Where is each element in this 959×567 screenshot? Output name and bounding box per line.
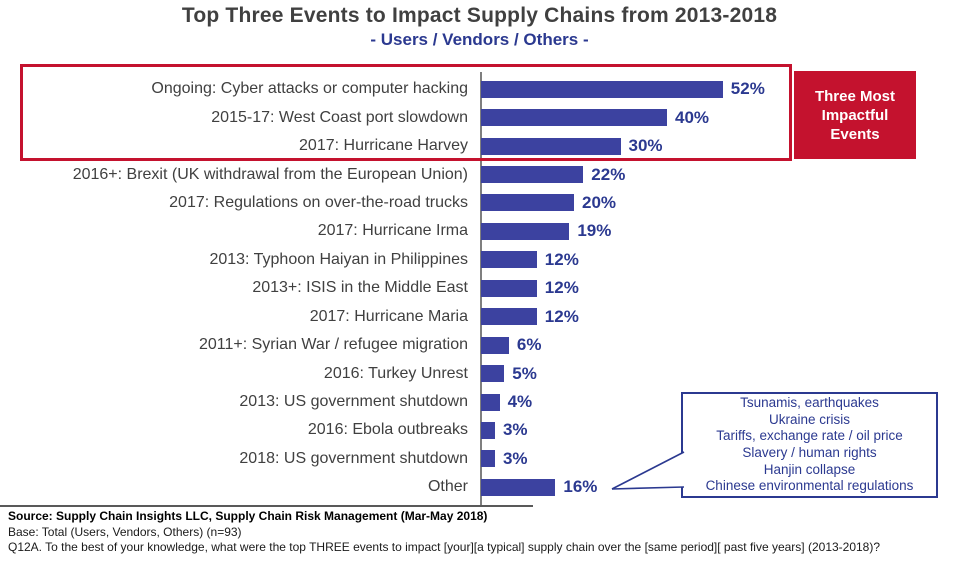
category-label: 2013: US government shutdown xyxy=(239,393,468,411)
value-label: 19% xyxy=(577,221,612,241)
callout-item: Tariffs, exchange rate / oil price xyxy=(716,428,903,444)
value-label: 52% xyxy=(730,79,765,99)
footer-base: Base: Total (Users, Vendors, Others) (n=… xyxy=(8,524,242,539)
bar-row: 2018: US government shutdown 3% xyxy=(0,445,959,473)
callout-item: Chinese environmental regulations xyxy=(705,478,914,494)
bar-zone: 12% xyxy=(481,250,579,270)
footer-source: Source: Supply Chain Insights LLC, Suppl… xyxy=(8,509,488,523)
bar xyxy=(481,251,537,269)
page-subtitle: - Users / Vendors / Others - xyxy=(370,30,589,49)
value-label: 40% xyxy=(675,107,710,127)
bar-zone: 40% xyxy=(481,108,709,128)
category-label: 2017: Hurricane Harvey xyxy=(299,137,468,155)
bar-row: 2017: Hurricane Maria 12% xyxy=(0,303,959,331)
bar-row: 2013+: ISIS in the Middle East 12% xyxy=(0,274,959,302)
three-most-impactful-label: Three Most Impactful Events xyxy=(794,71,916,159)
bar xyxy=(481,166,584,184)
category-label: 2017: Hurricane Maria xyxy=(309,307,468,325)
value-label: 5% xyxy=(512,363,537,383)
value-label: 16% xyxy=(563,477,598,497)
bar-row: 2017: Hurricane Harvey 30% xyxy=(0,132,959,160)
category-label: 2016+: Brexit (UK withdrawal from the Eu… xyxy=(72,165,468,183)
bar-zone: 19% xyxy=(481,221,611,241)
value-label: 30% xyxy=(628,136,663,156)
category-label: 2016: Ebola outbreaks xyxy=(307,421,468,439)
value-label: 6% xyxy=(516,335,542,355)
footer-question: Q12A. To the best of your knowledge, wha… xyxy=(8,540,881,554)
bar-zone: 12% xyxy=(481,307,579,327)
bar-row: 2011+: Syrian War / refugee migration 6% xyxy=(0,331,959,359)
bar xyxy=(481,222,570,240)
value-label: 20% xyxy=(582,192,617,212)
bar-row: 2013: Typhoon Haiyan in Philippines 12% xyxy=(0,246,959,274)
callout-item: Slavery / human rights xyxy=(742,445,877,460)
category-label: 2016: Turkey Unrest xyxy=(323,364,468,382)
callout-item: Hanjin collapse xyxy=(763,461,856,477)
category-label: 2015-17: West Coast port slowdown xyxy=(211,108,468,126)
bar xyxy=(481,478,556,496)
bar-row: 2017: Hurricane Irma 19% xyxy=(0,217,959,245)
bar xyxy=(481,365,505,383)
bar-row: Ongoing: Cyber attacks or computer hacki… xyxy=(0,75,959,103)
bar-zone: 3% xyxy=(481,420,528,440)
bar xyxy=(481,137,621,155)
value-label: 22% xyxy=(591,164,626,184)
bar-row: 2016: Turkey Unrest 5% xyxy=(0,359,959,387)
bar-row: 2016+: Brexit (UK withdrawal from the Eu… xyxy=(0,160,959,188)
category-label: 2017: Hurricane Irma xyxy=(317,222,468,240)
bar xyxy=(481,336,509,354)
bar xyxy=(481,279,537,297)
category-label: 2017: Regulations on over-the-road truck… xyxy=(169,193,468,211)
bar-zone: 30% xyxy=(481,136,663,156)
footer: Source: Supply Chain Insights LLC, Suppl… xyxy=(8,509,957,556)
value-label: 12% xyxy=(544,249,579,269)
callout-item: Tsunamis, earthquakes xyxy=(740,395,879,411)
bar xyxy=(481,109,667,127)
value-label: 3% xyxy=(502,420,528,440)
callout-item: Ukraine crisis xyxy=(768,411,850,427)
bar-zone: 16% xyxy=(481,477,597,497)
bar-zone: 52% xyxy=(481,79,765,99)
category-label: Other xyxy=(427,478,468,496)
category-label: 2011+: Syrian War / refugee migration xyxy=(198,336,468,354)
bar xyxy=(481,80,723,98)
footer-divider-line xyxy=(0,505,533,507)
bar-rows: Ongoing: Cyber attacks or computer hacki… xyxy=(0,75,959,502)
category-label: Ongoing: Cyber attacks or computer hacki… xyxy=(151,80,468,98)
bar-zone: 22% xyxy=(481,165,625,185)
bar-row: 2013: US government shutdown 4% xyxy=(0,388,959,416)
bar-row: 2017: Regulations on over-the-road truck… xyxy=(0,189,959,217)
bar xyxy=(481,194,574,212)
category-label: 2013+: ISIS in the Middle East xyxy=(252,279,468,297)
value-label: 3% xyxy=(502,448,528,468)
value-label: 4% xyxy=(507,392,533,412)
bar xyxy=(481,308,537,326)
bar-zone: 5% xyxy=(481,364,537,384)
bar-zone: 12% xyxy=(481,278,579,298)
bar-zone: 4% xyxy=(481,392,532,412)
value-label: 12% xyxy=(544,278,579,298)
bar xyxy=(481,421,495,439)
bar xyxy=(481,393,500,411)
other-callout-box: Tsunamis, earthquakes Ukraine crisis Tar… xyxy=(681,392,938,498)
bar-zone: 3% xyxy=(481,449,528,469)
category-label: 2013: Typhoon Haiyan in Philippines xyxy=(209,250,468,268)
three-most-impactful-text: Three Most Impactful Events xyxy=(814,87,895,143)
bar-row: Other 16% xyxy=(0,473,959,501)
category-label: 2018: US government shutdown xyxy=(239,449,468,467)
bar-zone: 20% xyxy=(481,193,616,213)
bar-zone: 6% xyxy=(481,335,541,355)
bar-row: 2015-17: West Coast port slowdown 40% xyxy=(0,103,959,131)
bar xyxy=(481,450,495,468)
bar-row: 2016: Ebola outbreaks 3% xyxy=(0,416,959,444)
value-label: 12% xyxy=(544,306,579,326)
page-title: Top Three Events to Impact Supply Chains… xyxy=(181,4,778,27)
